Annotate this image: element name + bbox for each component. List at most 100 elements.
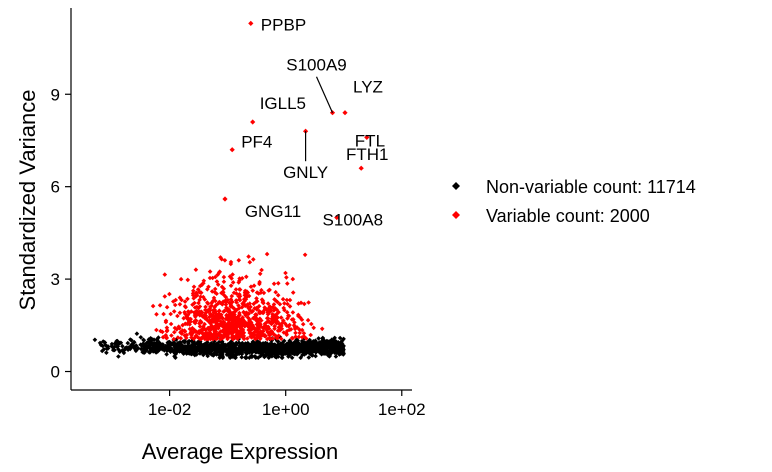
point-variable bbox=[194, 318, 199, 323]
point-variable bbox=[255, 319, 260, 325]
point-variable bbox=[259, 267, 264, 273]
point-variable bbox=[219, 333, 224, 338]
point-variable bbox=[275, 315, 280, 320]
point-variable bbox=[213, 329, 219, 334]
point-non-variable bbox=[174, 343, 179, 348]
point-non-variable bbox=[149, 338, 154, 343]
point-variable bbox=[227, 301, 233, 306]
point-non-variable bbox=[327, 353, 332, 358]
point-non-variable bbox=[173, 351, 178, 357]
point-non-variable bbox=[311, 339, 316, 344]
point-non-variable bbox=[185, 344, 190, 350]
point-variable bbox=[257, 323, 263, 329]
point-non-variable bbox=[275, 339, 281, 344]
point-non-variable bbox=[212, 341, 217, 347]
point-non-variable bbox=[221, 347, 227, 353]
point-variable bbox=[287, 297, 293, 303]
point-variable bbox=[277, 321, 282, 327]
point-non-variable bbox=[154, 343, 160, 348]
point-variable bbox=[279, 326, 285, 331]
point-variable bbox=[219, 256, 224, 262]
points-layer bbox=[92, 20, 370, 360]
point-non-variable bbox=[339, 338, 345, 343]
gene-label-gng11: GNG11 bbox=[245, 202, 301, 221]
point-non-variable bbox=[275, 354, 281, 359]
point-non-variable bbox=[177, 343, 182, 348]
point-variable bbox=[267, 335, 272, 341]
point-non-variable bbox=[243, 345, 248, 350]
point-variable bbox=[297, 327, 302, 332]
point-variable bbox=[226, 307, 231, 312]
point-variable bbox=[212, 304, 217, 310]
point-variable bbox=[164, 325, 170, 330]
point-non-variable bbox=[209, 351, 214, 357]
x-tick-label: 1e-02 bbox=[148, 400, 191, 419]
point-variable bbox=[217, 308, 222, 313]
point-variable bbox=[300, 321, 306, 327]
point-variable-fth1 bbox=[358, 165, 364, 171]
point-variable bbox=[210, 336, 216, 342]
point-variable bbox=[163, 319, 169, 325]
point-variable bbox=[221, 279, 227, 284]
point-variable bbox=[228, 297, 234, 302]
point-variable bbox=[281, 330, 287, 335]
point-variable bbox=[278, 315, 284, 320]
point-variable bbox=[229, 293, 235, 299]
point-variable bbox=[174, 327, 179, 332]
point-non-variable bbox=[189, 351, 194, 357]
point-variable bbox=[219, 323, 225, 329]
point-non-variable bbox=[333, 354, 339, 359]
point-variable bbox=[286, 313, 292, 319]
point-variable-igll5 bbox=[250, 119, 256, 125]
point-non-variable bbox=[238, 343, 243, 348]
point-non-variable bbox=[122, 347, 127, 353]
point-variable bbox=[275, 292, 281, 298]
point-non-variable bbox=[262, 348, 267, 353]
point-non-variable bbox=[205, 353, 210, 359]
point-non-variable bbox=[211, 339, 217, 344]
point-non-variable bbox=[169, 341, 175, 346]
point-variable bbox=[219, 284, 225, 290]
point-variable bbox=[194, 304, 200, 310]
point-variable bbox=[223, 294, 229, 300]
point-non-variable bbox=[207, 342, 213, 348]
point-non-variable bbox=[303, 344, 309, 350]
point-variable bbox=[265, 336, 270, 342]
point-variable bbox=[246, 311, 252, 316]
point-variable bbox=[250, 334, 255, 339]
point-variable bbox=[168, 311, 173, 317]
point-non-variable bbox=[271, 351, 277, 356]
point-variable bbox=[279, 320, 285, 326]
point-variable bbox=[201, 326, 207, 332]
gene-label-fth1: FTH1 bbox=[346, 145, 389, 164]
point-non-variable bbox=[166, 340, 172, 345]
point-variable bbox=[217, 330, 222, 336]
point-non-variable bbox=[341, 336, 346, 342]
point-non-variable bbox=[197, 343, 203, 348]
point-variable bbox=[254, 307, 260, 312]
point-non-variable bbox=[227, 355, 233, 360]
point-variable bbox=[285, 316, 290, 321]
point-non-variable bbox=[157, 344, 162, 349]
point-non-variable bbox=[267, 345, 273, 350]
point-non-variable bbox=[253, 342, 258, 348]
point-variable bbox=[273, 289, 278, 295]
point-variable bbox=[238, 320, 244, 325]
point-non-variable bbox=[234, 340, 239, 346]
point-non-variable bbox=[172, 349, 178, 354]
point-variable bbox=[190, 302, 195, 307]
point-non-variable bbox=[233, 353, 239, 358]
point-non-variable bbox=[337, 335, 343, 341]
point-variable bbox=[198, 294, 203, 300]
point-variable bbox=[284, 323, 289, 328]
point-non-variable bbox=[112, 347, 117, 353]
point-variable bbox=[257, 271, 263, 277]
point-variable bbox=[177, 325, 182, 331]
point-non-variable bbox=[283, 347, 289, 353]
point-non-variable bbox=[244, 350, 250, 356]
point-variable bbox=[233, 298, 239, 303]
point-non-variable bbox=[125, 340, 131, 346]
point-variable bbox=[282, 307, 287, 313]
point-variable bbox=[177, 310, 183, 316]
point-non-variable bbox=[144, 344, 149, 350]
